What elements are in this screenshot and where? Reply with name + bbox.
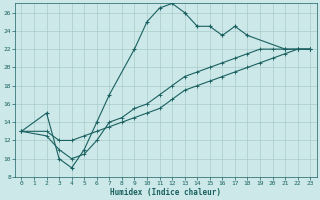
X-axis label: Humidex (Indice chaleur): Humidex (Indice chaleur) — [110, 188, 221, 197]
